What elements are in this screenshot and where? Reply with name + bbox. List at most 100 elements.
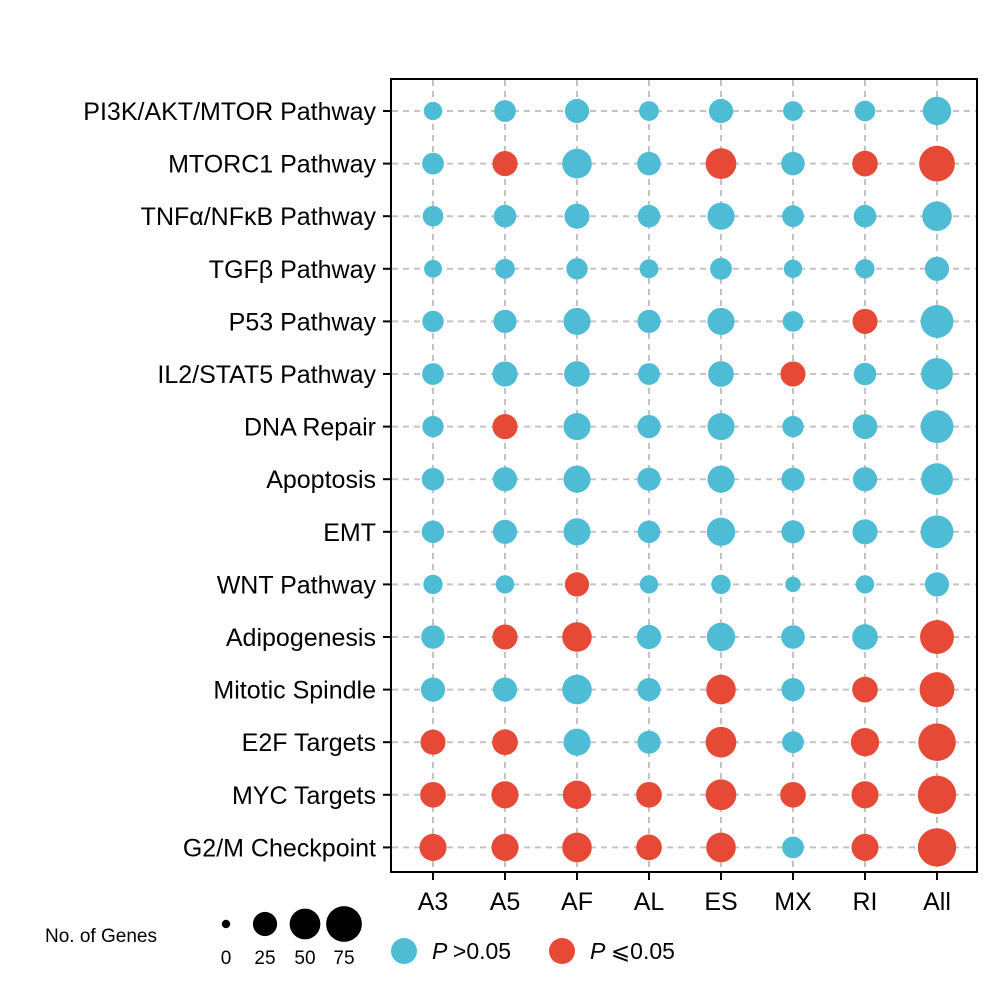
data-dot [780, 781, 806, 808]
size-legend-dot [252, 911, 278, 937]
data-dot [852, 467, 878, 492]
data-dot [422, 205, 444, 227]
data-dot [920, 410, 954, 444]
data-dot [920, 304, 954, 338]
data-dot [421, 520, 445, 544]
size-legend-dot [221, 919, 231, 929]
data-dot [785, 576, 801, 593]
data-dot [917, 828, 957, 867]
y-tick-label: MTORC1 Pathway [168, 151, 376, 179]
data-dot [422, 363, 444, 385]
data-dot [782, 731, 804, 754]
data-dot [637, 151, 661, 176]
data-dot [639, 259, 659, 279]
data-dot [563, 465, 591, 493]
data-dot [495, 575, 515, 594]
data-dot [783, 259, 803, 278]
data-dot [853, 204, 877, 228]
data-dot [563, 518, 591, 546]
grid-lines [392, 80, 976, 871]
data-dot [919, 145, 955, 182]
data-dot [781, 467, 805, 491]
data-dot [492, 519, 518, 544]
data-dot [420, 677, 446, 702]
data-dot [708, 361, 734, 387]
data-dot [711, 574, 731, 595]
data-dot [422, 152, 444, 175]
y-tick-label: MYC Targets [232, 782, 376, 810]
data-dot [706, 832, 736, 863]
data-dot [637, 730, 661, 754]
y-tick-label: P53 Pathway [229, 308, 377, 336]
data-dot [852, 308, 878, 334]
x-tick-label: A3 [418, 888, 449, 916]
data-dot [780, 361, 806, 387]
data-dot [855, 259, 875, 279]
data-dot [852, 676, 878, 703]
data-dot [562, 832, 592, 863]
size-legend-label: 0 [221, 948, 232, 969]
data-dot [423, 574, 443, 595]
data-dot [852, 519, 878, 545]
data-dot [566, 258, 588, 280]
data-dot [637, 204, 661, 228]
data-dot [921, 358, 953, 390]
data-dot [917, 775, 957, 814]
data-dot [564, 361, 590, 387]
data-dot [421, 467, 445, 491]
data-dot [853, 362, 877, 386]
data-dot [783, 101, 803, 121]
data-dot [706, 674, 736, 705]
data-dot [708, 98, 734, 124]
data-dot [707, 413, 735, 441]
data-dot [639, 575, 659, 594]
data-dot [851, 833, 879, 861]
data-dot [852, 624, 878, 650]
y-tick-label: G2/M Checkpoint [183, 834, 376, 862]
data-dot [918, 723, 956, 761]
data-dot [637, 467, 661, 491]
data-dot [851, 781, 879, 809]
data-dot [562, 674, 592, 705]
data-dot [706, 622, 736, 652]
y-tick-label: DNA Repair [244, 414, 376, 442]
data-dot [563, 413, 591, 441]
data-dot [854, 100, 876, 122]
data-dot [562, 780, 592, 809]
data-dot [422, 310, 444, 333]
legend: No. of Genes 0 25 50 75 P >0.05 P ⩽0.05 [45, 906, 675, 969]
data-dot [420, 729, 446, 755]
data-dot [419, 833, 447, 861]
x-tick-label: AL [634, 888, 665, 916]
data-dot [920, 515, 954, 549]
data-dot [492, 677, 518, 702]
data-dot [782, 836, 804, 859]
data-dot [705, 148, 737, 179]
data-dot [637, 309, 661, 334]
y-tick-label: E2F Targets [242, 729, 376, 757]
data-dot [922, 96, 952, 126]
data-dot [424, 259, 442, 278]
y-tick-label: EMT [323, 519, 376, 547]
data-dot [639, 101, 659, 121]
data-dot [637, 414, 661, 439]
x-axis-ticks: A3 A5 AF AL ES MX RI All [418, 872, 951, 916]
size-legend-label: 75 [333, 948, 354, 969]
data-dot [920, 620, 954, 654]
data-dot [637, 677, 661, 702]
data-dot [919, 672, 955, 708]
data-dot [781, 677, 805, 702]
data-dots [419, 96, 957, 867]
data-dot [781, 625, 805, 649]
data-dot [563, 307, 591, 335]
data-dot [492, 729, 518, 756]
y-axis-ticks: PI3K/AKT/MTOR Pathway MTORC1 Pathway TNFα/… [83, 98, 391, 862]
data-dot [781, 520, 805, 544]
data-dot [707, 465, 735, 493]
data-dot [782, 205, 804, 228]
data-dot [562, 622, 592, 652]
data-dot [636, 834, 662, 861]
y-tick-label: IL2/STAT5 Pathway [157, 361, 376, 389]
data-dot [706, 517, 736, 546]
